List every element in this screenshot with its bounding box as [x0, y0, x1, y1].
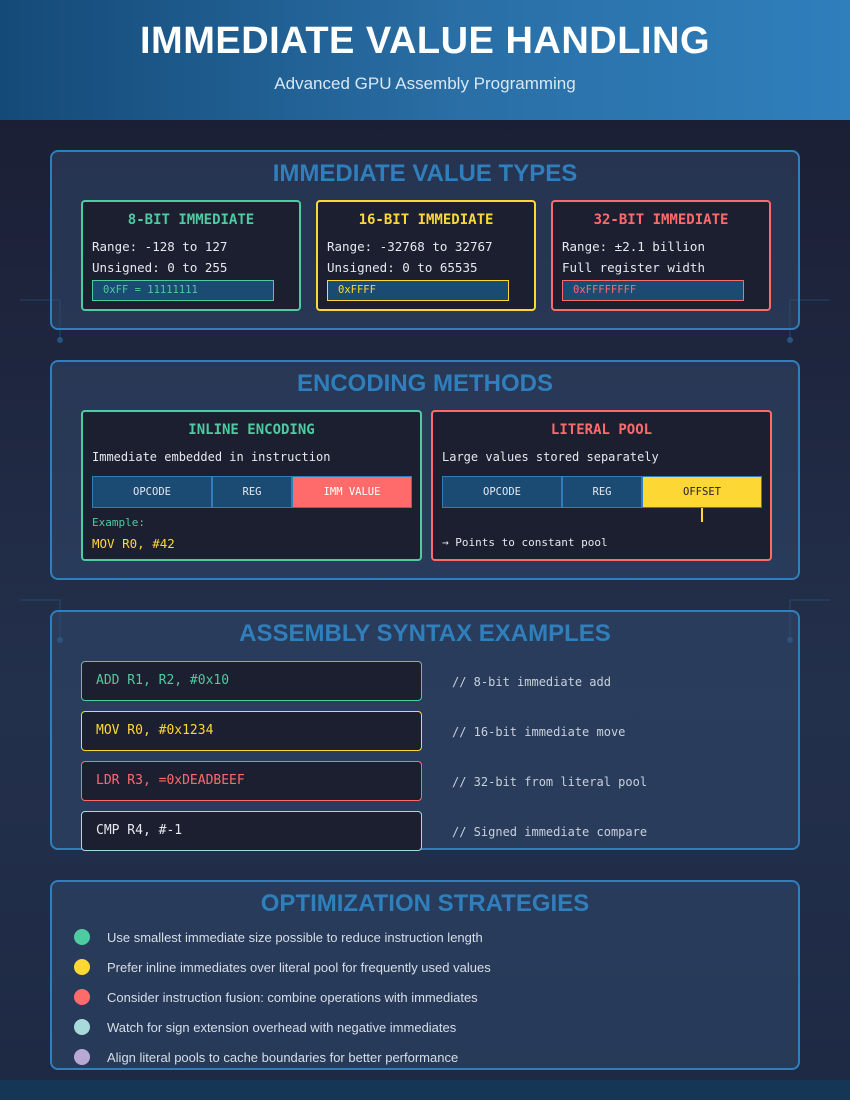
card-16bit-unsigned: Unsigned: 0 to 65535	[327, 260, 478, 275]
pool-field-offset: OFFSET	[642, 476, 762, 508]
page-title: IMMEDIATE VALUE HANDLING	[139, 20, 710, 62]
card-32bit-width: Full register width	[562, 260, 705, 275]
card-8bit-title: 8-BIT IMMEDIATE	[127, 212, 255, 228]
strategy-item: Watch for sign extension overhead with n…	[107, 1020, 457, 1035]
literal-pool-note: → Points to constant pool	[442, 536, 608, 549]
syntax-comment-add: // 8-bit immediate add	[452, 675, 611, 689]
card-8bit-range: Range: -128 to 127	[92, 239, 228, 254]
card-16bit-range: Range: -32768 to 32767	[327, 239, 493, 254]
syntax-code-add: ADD R1, R2, #0x10	[81, 661, 422, 701]
inline-field-imm: IMM VALUE	[292, 476, 412, 508]
strategy-item: Consider instruction fusion: combine ope…	[107, 990, 478, 1005]
header-banner: IMMEDIATE VALUE HANDLING Advanced GPU As…	[0, 0, 850, 120]
strategy-bullet	[74, 1049, 90, 1065]
card-8bit-code: 0xFF = 11111111	[92, 280, 274, 301]
inline-encoding-card: INLINE ENCODING Immediate embedded in in…	[81, 410, 422, 561]
pool-field-reg: REG	[562, 476, 642, 508]
types-title: IMMEDIATE VALUE TYPES	[272, 160, 578, 187]
syntax-comment-ldr: // 32-bit from literal pool	[452, 775, 648, 789]
footer-bar	[0, 1080, 850, 1100]
card-16bit: 16-BIT IMMEDIATE Range: -32768 to 32767 …	[316, 200, 536, 311]
literal-pool-card: LITERAL POOL Large values stored separat…	[431, 410, 772, 561]
types-panel: IMMEDIATE VALUE TYPES 8-BIT IMMEDIATE Ra…	[50, 150, 800, 330]
inline-field-opcode: OPCODE	[92, 476, 212, 508]
syntax-code-mov: MOV R0, #0x1234	[81, 711, 422, 751]
strategy-item: Prefer inline immediates over literal po…	[107, 960, 491, 975]
inline-encoding-title: INLINE ENCODING	[188, 422, 315, 438]
card-16bit-code: 0xFFFF	[327, 280, 509, 301]
offset-pointer-line	[701, 508, 703, 522]
inline-example-label: Example:	[92, 516, 145, 529]
syntax-comment-cmp: // Signed immediate compare	[452, 825, 648, 839]
strategy-bullet	[74, 989, 90, 1005]
pool-field-opcode: OPCODE	[442, 476, 562, 508]
literal-pool-title: LITERAL POOL	[550, 422, 653, 438]
strategies-title: OPTIMIZATION STRATEGIES	[260, 890, 590, 917]
card-8bit-unsigned: Unsigned: 0 to 255	[92, 260, 228, 275]
card-32bit-range: Range: ±2.1 billion	[562, 239, 705, 254]
inline-encoding-desc: Immediate embedded in instruction	[92, 450, 331, 464]
card-32bit: 32-BIT IMMEDIATE Range: ±2.1 billion Ful…	[551, 200, 771, 311]
card-8bit: 8-BIT IMMEDIATE Range: -128 to 127 Unsig…	[81, 200, 301, 311]
card-16bit-title: 16-BIT IMMEDIATE	[358, 212, 494, 228]
syntax-panel: ASSEMBLY SYNTAX EXAMPLES ADD R1, R2, #0x…	[50, 610, 800, 851]
strategy-bullet	[74, 1019, 90, 1035]
syntax-code-ldr: LDR R3, =0xDEADBEEF	[81, 761, 422, 801]
inline-field-reg: REG	[212, 476, 292, 508]
syntax-code-cmp: CMP R4, #-1	[81, 811, 422, 851]
strategy-bullet	[74, 929, 90, 945]
strategies-panel: OPTIMIZATION STRATEGIES Use smallest imm…	[50, 880, 800, 1070]
inline-example-code: MOV R0, #42	[92, 536, 175, 551]
strategy-item: Align literal pools to cache boundaries …	[107, 1050, 459, 1065]
syntax-comment-mov: // 16-bit immediate move	[452, 725, 626, 739]
card-32bit-title: 32-BIT IMMEDIATE	[593, 212, 729, 228]
syntax-title: ASSEMBLY SYNTAX EXAMPLES	[239, 620, 611, 647]
encoding-title: ENCODING METHODS	[296, 370, 553, 397]
literal-pool-desc: Large values stored separately	[442, 450, 659, 464]
card-32bit-code: 0xFFFFFFFF	[562, 280, 744, 301]
encoding-panel: ENCODING METHODS INLINE ENCODING Immedia…	[50, 360, 800, 580]
page-subtitle: Advanced GPU Assembly Programming	[274, 74, 576, 93]
strategy-bullet	[74, 959, 90, 975]
strategy-item: Use smallest immediate size possible to …	[107, 930, 483, 945]
